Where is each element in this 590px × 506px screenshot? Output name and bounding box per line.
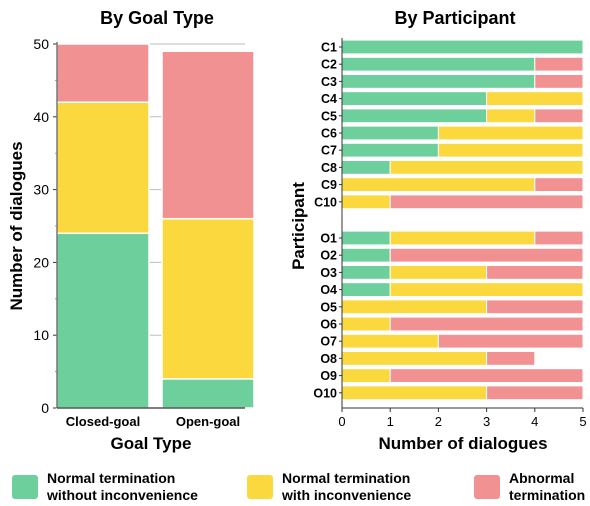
bar-segment [534, 230, 584, 246]
legend-swatch-red [474, 475, 500, 499]
bar-segment [341, 316, 391, 332]
bar-segment [161, 50, 255, 220]
bar-segment [341, 125, 439, 141]
bar-segment [534, 56, 584, 72]
y-tick-label: O6 [320, 318, 337, 332]
y-tick-label: 10 [33, 327, 49, 343]
bar-segment [341, 368, 391, 384]
bar-segment [389, 282, 584, 298]
legend-swatch-green [12, 475, 38, 499]
bar-segment [341, 194, 391, 210]
y-tick-label: C10 [314, 195, 337, 209]
y-tick-label: 0 [41, 400, 49, 416]
bar-segment [341, 108, 488, 124]
y-tick-label: C4 [321, 92, 337, 106]
bar-segment [56, 232, 150, 409]
y-tick-label: C5 [321, 109, 337, 123]
y-tick-label: C6 [321, 127, 337, 141]
y-tick-label: C3 [321, 75, 337, 89]
y-tick-label: O5 [320, 300, 337, 314]
y-tick-label: 50 [33, 36, 49, 52]
bar-segment [534, 74, 584, 89]
bar-segment [389, 265, 488, 280]
legend-item-abnormal: Abnormal termination [474, 470, 590, 504]
bar-segment [437, 125, 584, 141]
y-tick-label: O8 [320, 352, 337, 366]
bar-segment [341, 299, 488, 315]
y-axis-label: Number of dialogues [7, 141, 26, 310]
legend-item-normal-with-inconvenience: Normal termination with inconvenience [247, 470, 457, 504]
y-tick-label: C7 [321, 144, 337, 158]
y-tick-label: O7 [320, 335, 337, 349]
bar-segment [437, 333, 584, 349]
bar-segment [341, 39, 584, 55]
bar-segment [341, 282, 391, 298]
legend-label: Abnormal termination [509, 470, 586, 503]
x-tick-label: 5 [579, 414, 586, 429]
y-tick-label: C9 [321, 178, 337, 192]
x-tick-label: Closed-goal [66, 414, 140, 429]
y-tick-label: O2 [320, 249, 337, 263]
bar-segment [486, 265, 584, 280]
y-tick-label: C8 [321, 161, 337, 175]
legend-item-normal-no-inconvenience: Normal termination without inconvenience [12, 470, 222, 504]
bar-segment [389, 316, 584, 332]
bar-segment [341, 91, 488, 106]
bar-segment [389, 160, 584, 175]
bar-segment [341, 333, 439, 349]
bar-segment [341, 142, 439, 158]
x-tick-label: Open-goal [176, 414, 240, 429]
bar-segment [341, 351, 488, 366]
bar-segment [341, 385, 488, 401]
bar-segment [486, 351, 536, 366]
x-axis-label: Number of dialogues [378, 434, 547, 453]
bar-segment [534, 177, 584, 192]
bar-segment [161, 378, 255, 409]
bar-segment [341, 56, 536, 72]
bar-segment [56, 101, 150, 235]
bar-segment [341, 265, 391, 280]
y-tick-label: O9 [320, 369, 337, 383]
x-tick-label: 3 [483, 414, 490, 429]
y-tick-label: C1 [321, 41, 337, 55]
x-tick-label: 0 [338, 414, 345, 429]
x-axis-label: Goal Type [111, 434, 192, 453]
x-tick-label: 2 [435, 414, 442, 429]
y-tick-label: O10 [313, 386, 337, 400]
x-tick-label: 4 [531, 414, 538, 429]
bar-segment [486, 385, 584, 401]
y-tick-label: 40 [33, 109, 49, 125]
legend-label: Normal termination without inconvenience [47, 470, 198, 503]
bar-segment [486, 108, 536, 124]
x-tick-label: 1 [387, 414, 394, 429]
y-axis-label: Participant [289, 182, 308, 270]
y-tick-label: O3 [320, 266, 337, 280]
chart-title: By Goal Type [100, 8, 214, 28]
bar-segment [486, 299, 584, 315]
y-tick-label: O4 [320, 283, 337, 297]
bar-segment [341, 160, 391, 175]
legend-label: Normal termination with inconvenience [282, 470, 412, 503]
bar-segment [389, 368, 584, 384]
legend-swatch-yellow [247, 475, 273, 499]
bar-segment [341, 247, 391, 263]
bar-segment [341, 230, 391, 246]
bar-segment [389, 194, 584, 210]
bar-segment [161, 217, 255, 380]
bar-segment [437, 142, 584, 158]
bar-segment [341, 74, 536, 89]
y-tick-label: 20 [33, 254, 49, 270]
chart-title: By Participant [394, 8, 515, 28]
y-tick-label: O1 [320, 232, 337, 246]
bar-segment [389, 230, 536, 246]
y-tick-label: 30 [33, 182, 49, 198]
bar-segment [486, 91, 584, 106]
bar-segment [56, 43, 150, 103]
bar-segment [389, 247, 584, 263]
bar-segment [341, 177, 536, 192]
y-tick-label: C2 [321, 58, 337, 72]
legend: Normal termination without inconvenience … [0, 464, 590, 506]
bar-segment [534, 108, 584, 124]
